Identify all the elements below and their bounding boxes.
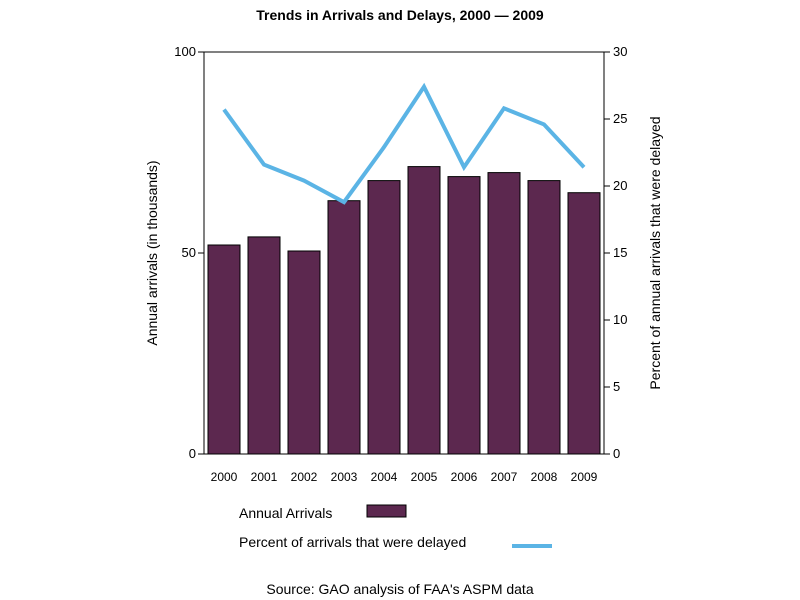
right-tick-label: 15 [613, 245, 627, 260]
legend: Annual Arrivals Percent of arrivals that… [239, 504, 552, 550]
bar-2008 [527, 180, 561, 455]
legend-arrivals-swatch [366, 504, 407, 518]
right-tick-label: 20 [613, 178, 627, 193]
x-tick-label: 2003 [331, 470, 358, 484]
right-tick-label: 0 [613, 446, 620, 461]
chart-title: Trends in Arrivals and Delays, 2000 — 20… [256, 7, 544, 23]
x-tick-label: 2005 [411, 470, 438, 484]
left-axis-label: Annual arrivals (in thousands) [144, 160, 160, 345]
plot-area [207, 82, 601, 455]
x-tick-label: 2006 [451, 470, 478, 484]
bar-2000 [207, 244, 241, 455]
bar-2001 [247, 236, 281, 455]
x-tick-label: 2002 [291, 470, 318, 484]
left-tick-label: 50 [182, 245, 196, 260]
right-axis-label: Percent of annual arrivals that were del… [647, 116, 663, 389]
x-tick-label: 2004 [371, 470, 398, 484]
x-tick-label: 2008 [531, 470, 558, 484]
left-tick-label: 0 [189, 446, 196, 461]
x-tick-label: 2007 [491, 470, 518, 484]
delay-line [222, 82, 586, 205]
bar-2007 [487, 172, 521, 455]
legend-arrivals-label: Annual Arrivals [239, 505, 332, 521]
right-axis: 0 5 10 15 20 25 30 [604, 44, 627, 461]
bar-2004 [367, 180, 401, 455]
bar-2002 [287, 250, 321, 455]
right-tick-label: 30 [613, 44, 627, 59]
x-axis: 2000 2001 2002 2003 2004 2005 2006 2007 2008 2009 [211, 470, 598, 484]
source-note: Source: GAO analysis of FAA's ASPM data [266, 581, 533, 597]
left-axis: 0 50 100 [174, 44, 204, 461]
right-tick-label: 10 [613, 312, 627, 327]
bar-2006 [447, 176, 481, 455]
x-tick-label: 2000 [211, 470, 238, 484]
right-tick-label: 25 [613, 111, 627, 126]
left-tick-label: 100 [174, 44, 196, 59]
right-tick-label: 5 [613, 379, 620, 394]
x-tick-label: 2001 [251, 470, 278, 484]
bar-2009 [567, 192, 601, 455]
x-tick-label: 2009 [571, 470, 598, 484]
legend-delayed-label: Percent of arrivals that were delayed [239, 534, 466, 550]
bar-2003 [327, 200, 361, 455]
bar-2005 [407, 166, 441, 455]
